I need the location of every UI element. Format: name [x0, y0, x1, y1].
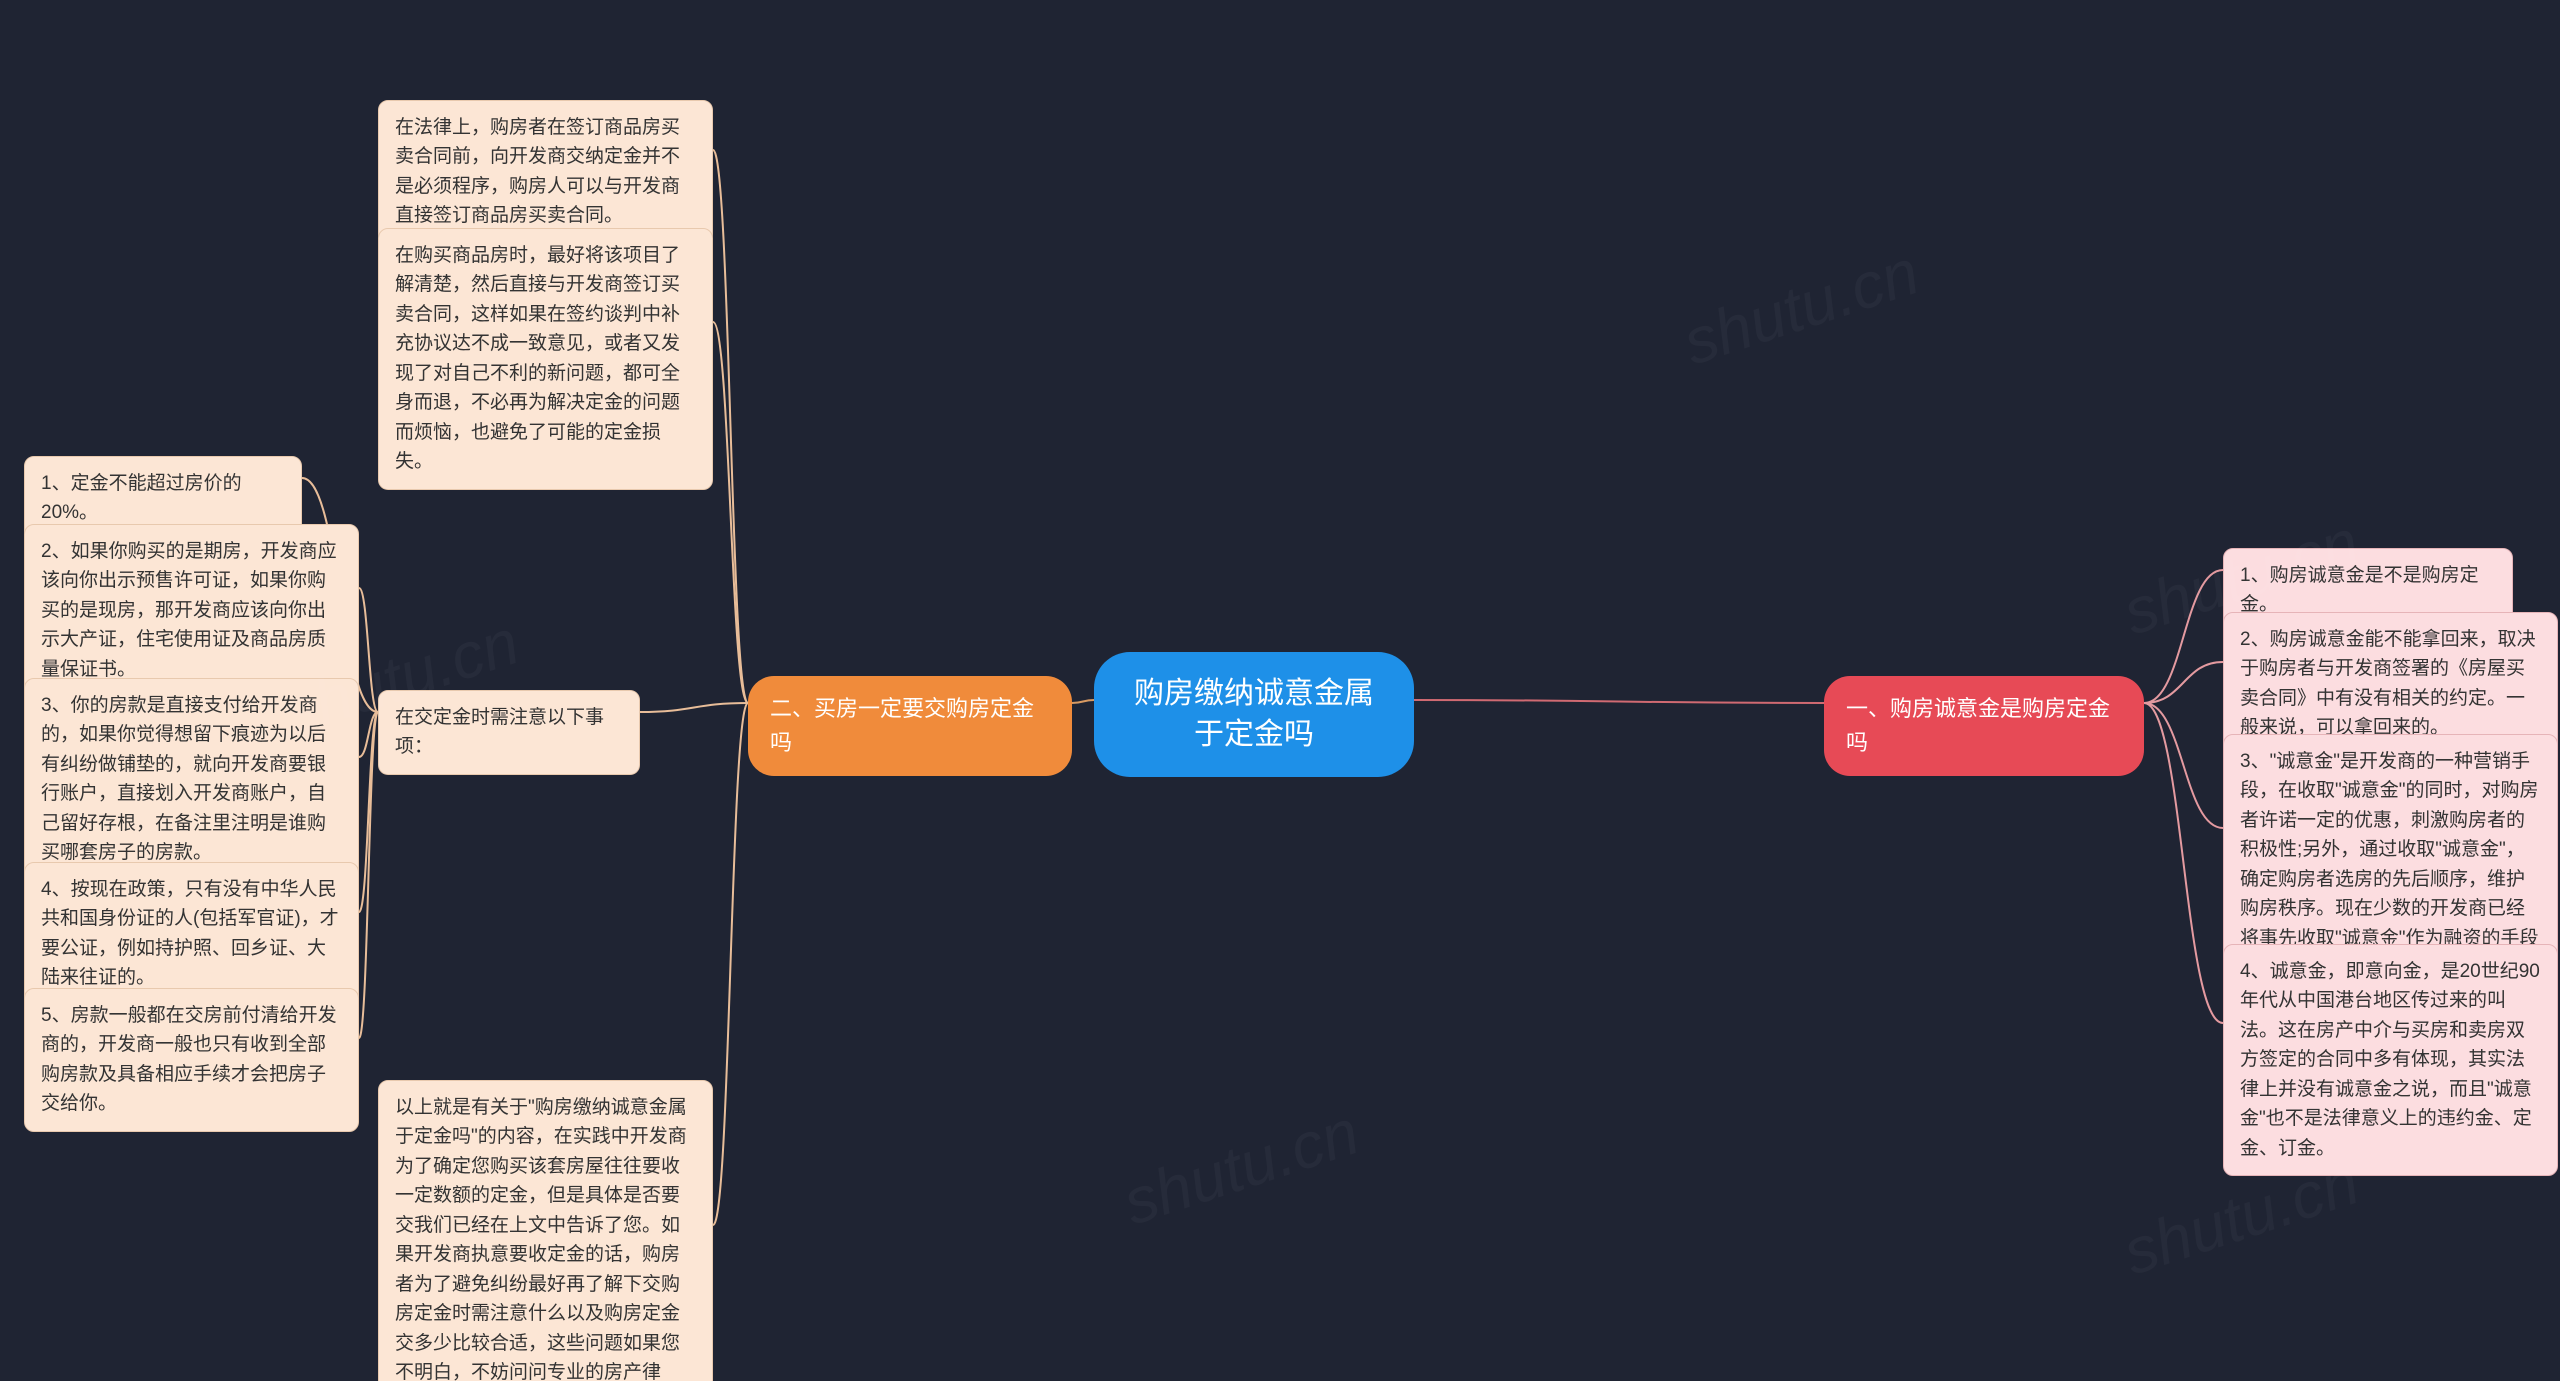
branch-node-2[interactable]: 二、买房一定要交购房定金吗: [748, 676, 1072, 776]
root-label: 购房缴纳诚意金属于定金吗: [1134, 677, 1374, 751]
branch-2-label: 二、买房一定要交购房定金吗: [770, 696, 1034, 755]
left-child-2[interactable]: 在购买商品房时，最好将该项目了解清楚，然后直接与开发商签订买卖合同，这样如果在签…: [378, 228, 713, 490]
left-child-1[interactable]: 在法律上，购房者在签订商品房买卖合同前，向开发商交纳定金并不是必须程序，购房人可…: [378, 100, 713, 244]
left-child-4[interactable]: 以上就是有关于"购房缴纳诚意金属于定金吗"的内容，在实践中开发商为了确定您购买该…: [378, 1080, 713, 1381]
root-node[interactable]: 购房缴纳诚意金属于定金吗: [1094, 652, 1414, 777]
watermark: shutu.cn: [1674, 234, 1927, 379]
right-leaf-4[interactable]: 4、诚意金，即意向金，是20世纪90年代从中国港台地区传过来的叫法。这在房产中介…: [2223, 944, 2558, 1176]
watermark: shutu.cn: [1114, 1094, 1367, 1239]
branch-1-label: 一、购房诚意金是购房定金吗: [1846, 696, 2110, 755]
left-sub-leaf-3[interactable]: 3、你的房款是直接支付给开发商的，如果你觉得想留下痕迹为以后有纠纷做铺垫的，就向…: [24, 678, 359, 881]
left-sub-leaf-4[interactable]: 4、按现在政策，只有没有中华人民共和国身份证的人(包括军官证)，才要公证，例如持…: [24, 862, 359, 1006]
left-child-3[interactable]: 在交定金时需注意以下事项：: [378, 690, 640, 775]
left-sub-leaf-5[interactable]: 5、房款一般都在交房前付清给开发商的，开发商一般也只有收到全部购房款及具备相应手…: [24, 988, 359, 1132]
branch-node-1[interactable]: 一、购房诚意金是购房定金吗: [1824, 676, 2144, 776]
left-sub-leaf-2[interactable]: 2、如果你购买的是期房，开发商应该向你出示预售许可证，如果你购买的是现房，那开发…: [24, 524, 359, 697]
